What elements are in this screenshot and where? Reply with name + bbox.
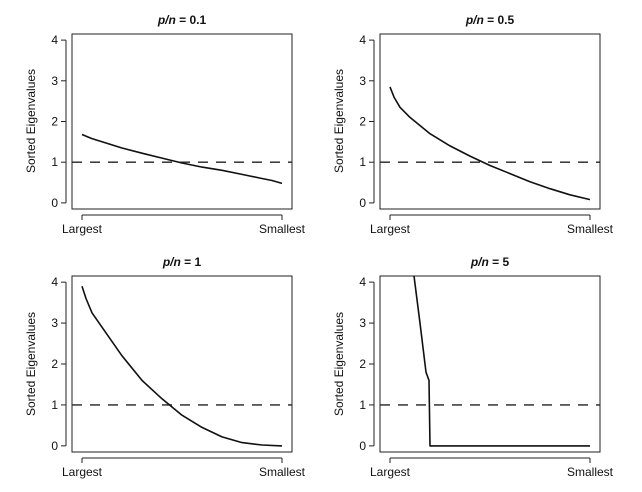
plot-frame <box>71 275 293 453</box>
title-italic: p/n <box>470 255 489 269</box>
x-tick-label: Smallest <box>259 465 306 479</box>
title-value: = 5 <box>489 255 510 269</box>
y-tick-label: 1 <box>51 398 58 412</box>
y-tick-label: 3 <box>359 74 366 88</box>
panel-title: p/n = 5 <box>470 255 510 269</box>
eigenvalue-curve-1 <box>81 285 283 447</box>
x-tick-label: Smallest <box>259 222 306 236</box>
y-tick-label: 4 <box>51 33 58 47</box>
y-tick-label: 4 <box>359 275 366 289</box>
x-tick-label: Largest <box>62 465 103 479</box>
y-tick-label: 3 <box>359 316 366 330</box>
title-value: = 0.1 <box>176 13 207 27</box>
y-tick-label: 2 <box>51 357 58 371</box>
chart-panel-3: p/n = 1 0 1 2 3 4 Sorted Eigenvalues Largest Sma… <box>24 255 306 479</box>
title-value: = 1 <box>181 255 202 269</box>
panel-title: p/n = 0.1 <box>157 13 207 27</box>
x-tick-label: Largest <box>370 222 411 236</box>
y-tick-label: 4 <box>359 33 366 47</box>
eigenvalue-curve-1 <box>81 133 283 185</box>
plot-frame <box>379 275 601 453</box>
title-italic: p/n <box>157 13 176 27</box>
plot-frame <box>71 33 293 210</box>
eigenvalue-curve-1 <box>413 275 590 447</box>
x-tick-label: Largest <box>370 465 411 479</box>
chart-panel-4: p/n = 5 0 1 2 3 4 Sorted Eigenvalues Largest Sma… <box>332 255 614 479</box>
title-value: = 0.5 <box>484 13 515 27</box>
y-tick-label: 3 <box>51 316 58 330</box>
y-tick-label: 1 <box>359 398 366 412</box>
y-tick-label: 2 <box>51 115 58 129</box>
y-axis-label: Sorted Eigenvalues <box>332 69 346 173</box>
panel-title: p/n = 1 <box>162 255 202 269</box>
x-tick-label: Smallest <box>567 222 614 236</box>
y-tick-label: 1 <box>51 155 58 169</box>
chart-panel-1: p/n = 0.1 0 1 2 3 4 Sorted Eigenvalues Largest S… <box>24 13 306 236</box>
y-tick-label: 2 <box>359 357 366 371</box>
y-tick-label: 2 <box>359 115 366 129</box>
plot-frame <box>379 33 601 210</box>
y-tick-label: 4 <box>51 275 58 289</box>
y-tick-label: 0 <box>359 439 366 453</box>
title-italic: p/n <box>162 255 181 269</box>
eigenvalue-curve-1 <box>389 86 591 201</box>
chart-panel-2: p/n = 0.5 0 1 2 3 4 Sorted Eigenvalues Largest S… <box>332 13 614 236</box>
y-tick-label: 3 <box>51 74 58 88</box>
x-tick-label: Largest <box>62 222 103 236</box>
y-tick-label: 0 <box>359 196 366 210</box>
y-axis-label: Sorted Eigenvalues <box>24 69 38 173</box>
title-italic: p/n <box>465 13 484 27</box>
y-tick-label: 1 <box>359 155 366 169</box>
y-axis-label: Sorted Eigenvalues <box>24 312 38 416</box>
y-axis-label: Sorted Eigenvalues <box>332 312 346 416</box>
x-tick-label: Smallest <box>567 465 614 479</box>
panel-title: p/n = 0.5 <box>465 13 515 27</box>
y-tick-label: 0 <box>51 196 58 210</box>
y-tick-label: 0 <box>51 439 58 453</box>
